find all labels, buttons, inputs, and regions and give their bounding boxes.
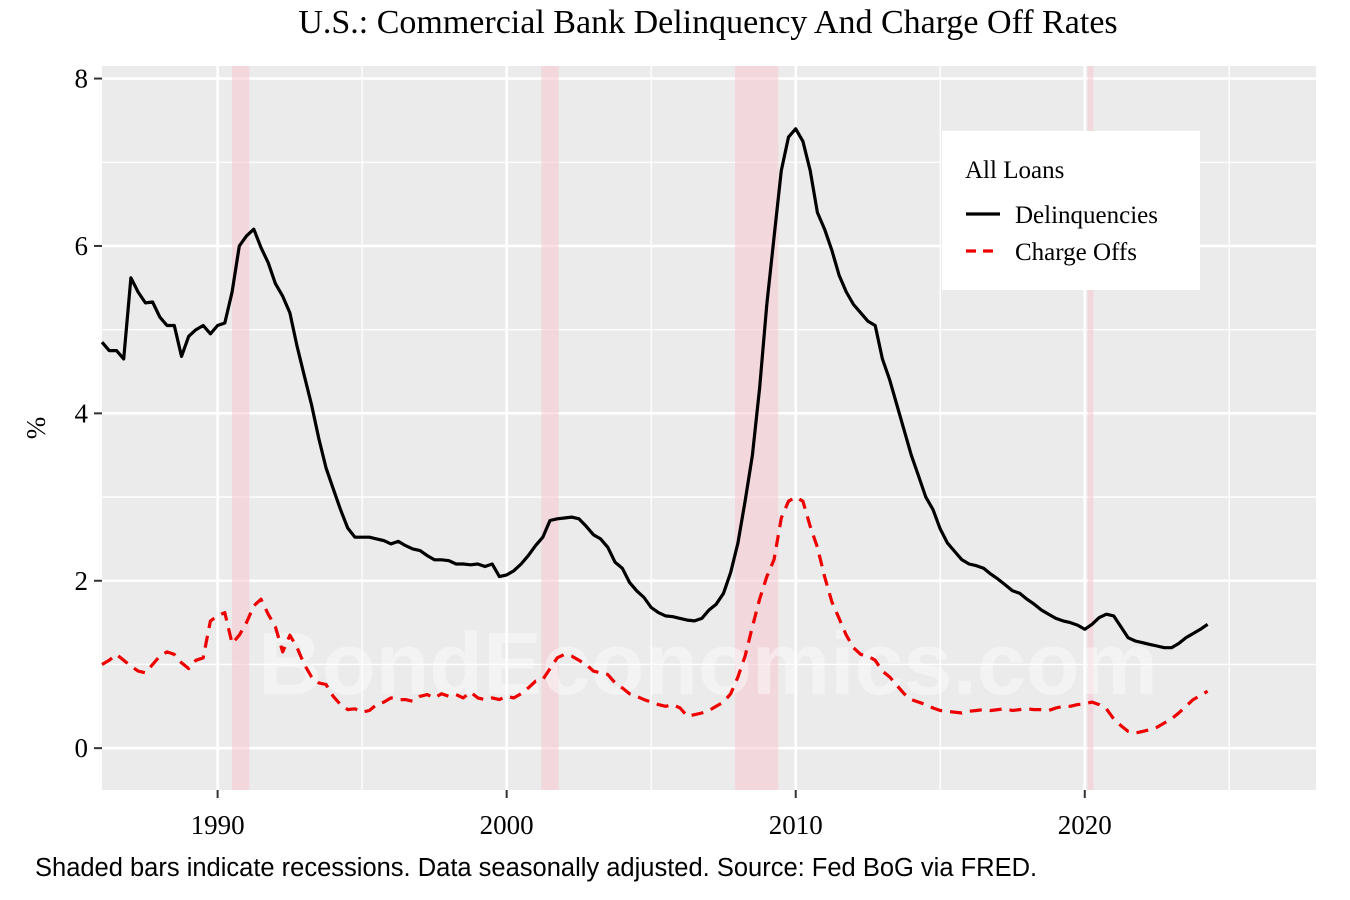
- y-tick-label: 0: [75, 733, 89, 763]
- y-axis-label: %: [21, 417, 51, 440]
- legend: All Loans Delinquencies Charge Offs: [942, 131, 1200, 290]
- y-tick-label: 8: [75, 64, 89, 94]
- x-tick-label: 2020: [1058, 810, 1112, 840]
- chart: U.S.: Commercial Bank Delinquency And Ch…: [0, 0, 1350, 900]
- legend-label-charge-offs: Charge Offs: [1015, 239, 1137, 266]
- x-tick-label: 2000: [480, 810, 534, 840]
- recession-band: [232, 66, 249, 790]
- chart-title: U.S.: Commercial Bank Delinquency And Ch…: [298, 4, 1117, 41]
- y-tick-label: 4: [75, 398, 89, 428]
- x-tick-label: 1990: [191, 810, 245, 840]
- legend-title: All Loans: [965, 157, 1064, 184]
- watermark: BondEconomics.com: [258, 614, 1158, 713]
- y-tick-label: 6: [75, 231, 89, 261]
- y-tick-label: 2: [75, 566, 89, 596]
- legend-label-delinquencies: Delinquencies: [1015, 202, 1158, 229]
- chart-caption: Shaded bars indicate recessions. Data se…: [35, 854, 1037, 882]
- x-tick-label: 2010: [769, 810, 823, 840]
